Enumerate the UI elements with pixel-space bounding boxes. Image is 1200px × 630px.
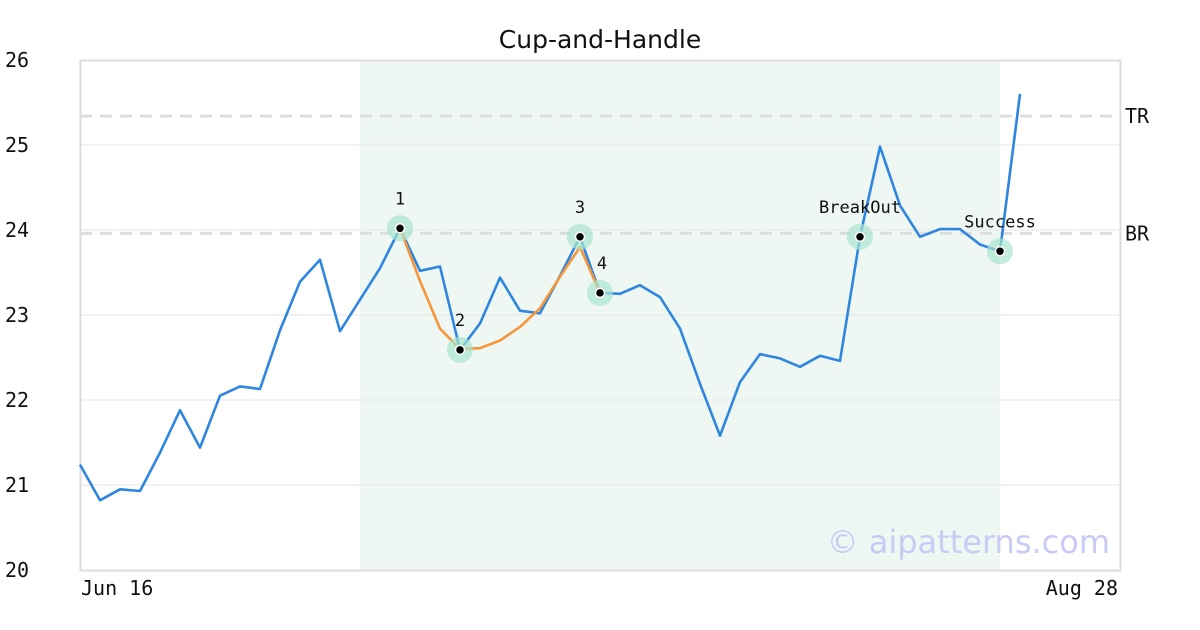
chart-title: Cup-and-Handle xyxy=(499,25,701,54)
pivot-point xyxy=(394,223,406,234)
pivot-point xyxy=(454,344,466,356)
y-tick-label: 22 xyxy=(5,388,29,412)
reference-line-label: TR xyxy=(1125,104,1150,128)
y-tick-label: 21 xyxy=(5,473,29,497)
y-tick-label: 20 xyxy=(5,558,29,582)
annotation-label: 1 xyxy=(395,189,405,209)
pivot-point xyxy=(574,231,586,243)
x-tick-label-end: Aug 28 xyxy=(1046,576,1118,600)
y-tick-label: 24 xyxy=(5,218,29,242)
pivot-point xyxy=(994,246,1006,257)
annotation-label: BreakOut xyxy=(819,198,901,218)
gridlines xyxy=(80,144,1120,486)
plot-frame xyxy=(79,59,1122,572)
annotation-label: 3 xyxy=(575,198,585,218)
y-axis-ticks: 20 21 22 23 24 25 26 xyxy=(5,48,29,582)
pattern-line xyxy=(398,227,602,351)
y-tick-label: 23 xyxy=(5,303,29,327)
pivot-point xyxy=(594,287,606,299)
x-tick-label-start: Jun 16 xyxy=(81,576,153,600)
reference-lines: TR BR xyxy=(80,104,1150,245)
y-tick-label: 25 xyxy=(5,133,29,157)
series-lines xyxy=(78,93,1022,502)
y-tick-label: 26 xyxy=(5,48,29,72)
annotation-label: Success xyxy=(964,212,1036,232)
pattern-annotations: 1 2 3 4 BreakOut Success xyxy=(387,189,1036,363)
annotation-label: 4 xyxy=(597,254,607,274)
reference-line-label: BR xyxy=(1125,221,1150,245)
annotation-label: 2 xyxy=(455,311,465,331)
watermark: © aipatterns.com xyxy=(827,523,1110,561)
pivot-point xyxy=(854,231,866,243)
